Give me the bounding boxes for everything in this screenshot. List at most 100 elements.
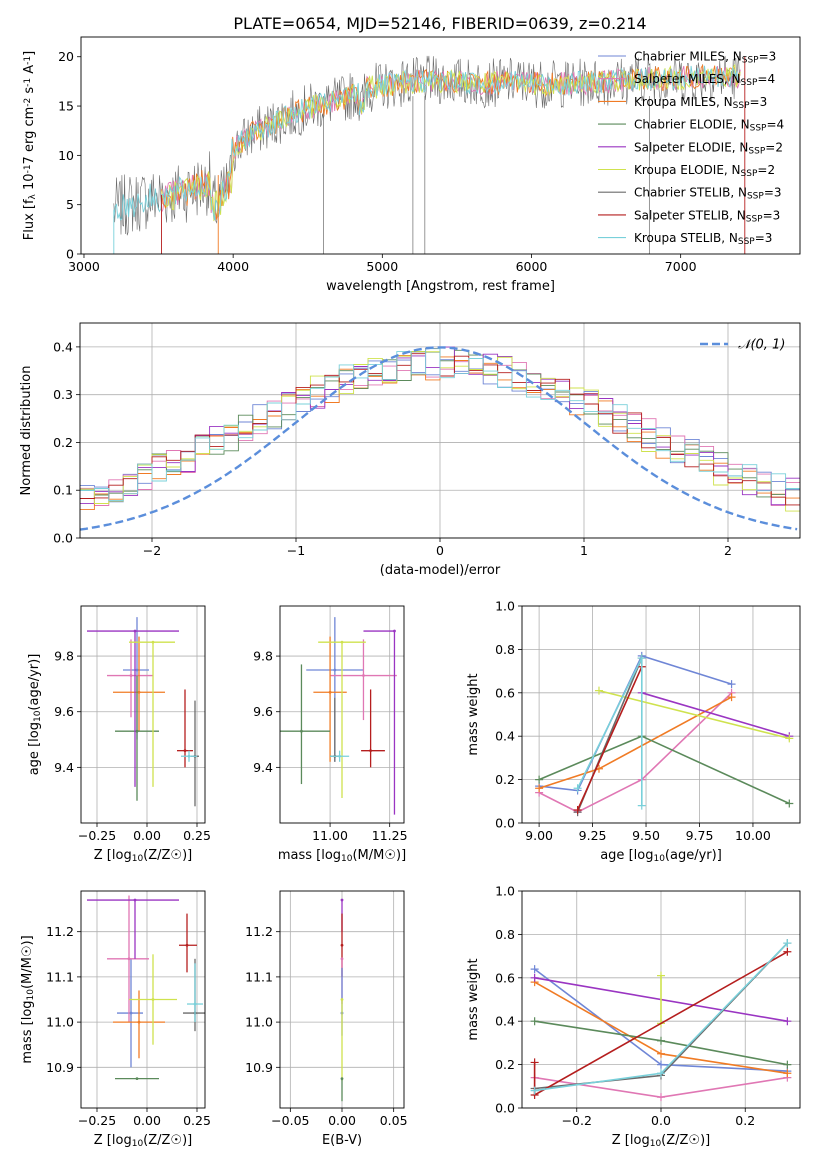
label-fragment: SSP xyxy=(741,78,758,88)
weight-vs-Z-xtick-label: −0.2 xyxy=(562,1113,592,1128)
label-fragment: mass weight xyxy=(466,958,481,1040)
age-vs-mass-ytick-label: 9.4 xyxy=(253,760,273,775)
label-fragment: ] xyxy=(22,51,37,56)
point-kroupa-miles xyxy=(137,690,141,694)
label-fragment: =2 xyxy=(757,163,775,177)
label-fragment: SSP xyxy=(748,147,765,157)
label-fragment: (age/yr)] xyxy=(27,654,42,711)
spectrum-xtick-label: 5000 xyxy=(366,259,398,274)
point-kroupa-stelib xyxy=(193,1002,197,1006)
label-fragment: mass [ xyxy=(20,1020,35,1063)
label-fragment: 10 xyxy=(341,854,353,864)
age-vs-Z-ylabel: age [log10(age/yr)] xyxy=(27,654,43,776)
weight-vs-age-axes: 9.00 9.25 9.50 9.75 10.00 0.0 0.2 0.4 0.6 0.8 1.0 a… xyxy=(466,599,801,864)
age-vs-Z-ytick-label: 9.8 xyxy=(54,649,74,664)
age-vs-Z-xtick-label: 0.00 xyxy=(133,828,161,843)
legend-label-kroupa-elodie: Kroupa ELODIE, NSSP=2 xyxy=(634,163,775,179)
mass-vs-EBV-ytick-label: 11.2 xyxy=(245,924,273,939)
spectrum-ytick-label: 20 xyxy=(58,49,74,64)
age-vs-Z-ytick-label: 9.6 xyxy=(54,704,74,719)
mass-vs-EBV-ytick-label: 10.9 xyxy=(245,1060,273,1075)
mass-vs-Z-ytick-label: 11.0 xyxy=(46,1015,74,1030)
spectrum-xlabel: wavelength [Angstrom, rest frame] xyxy=(326,279,555,294)
weight-marker-salpeter-elodie xyxy=(530,973,539,982)
weight-vs-Z-ytick-label: 1.0 xyxy=(495,884,515,899)
label-fragment: Z [ xyxy=(612,1133,630,1148)
residuals-frame xyxy=(79,322,801,539)
label-fragment: Kroupa ELODIE, N xyxy=(634,163,741,177)
weight-line-salpeter-miles xyxy=(538,692,733,813)
label-fragment: age [ xyxy=(600,848,633,863)
mass-vs-EBV-xtick-label: 0.05 xyxy=(380,1113,408,1128)
mass-vs-EBV-xtick-label: −0.05 xyxy=(271,1113,309,1128)
residuals-axes: −2 −1 0 1 2 0.0 0.1 0.2 0.3 0.4 (data-model)/error… xyxy=(19,322,801,578)
point-kroupa-elodie xyxy=(151,998,155,1001)
point-chabrier-miles xyxy=(129,1011,133,1015)
residuals-ytick-label: 0.4 xyxy=(53,339,73,354)
spectrum-ylabel: Flux [fλ 10-17 erg cm-2 s-1 A-1] xyxy=(22,51,38,241)
mass-vs-Z-plot-area xyxy=(81,891,205,1108)
weight-vs-Z-frame xyxy=(521,890,801,1109)
label-fragment: SSP xyxy=(741,169,758,179)
label-fragment: (Z/Z☉)] xyxy=(661,1133,710,1148)
legend-label-chabrier-stelib: Chabrier STELIB, NSSP=3 xyxy=(634,186,782,202)
label-fragment: SSP xyxy=(738,237,755,247)
label-fragment: s xyxy=(22,87,37,98)
weight-vs-age-frame xyxy=(521,605,801,824)
legend-label-salpeter-elodie: Salpeter ELODIE, NSSP=2 xyxy=(634,140,783,156)
point-chabrier-miles xyxy=(333,668,337,672)
mass-vs-Z-xtick-label: 0.25 xyxy=(183,1113,211,1128)
weight-marker-kroupa-elodie xyxy=(657,971,665,980)
weight-vs-Z-plot-area xyxy=(522,891,800,1108)
label-fragment: -1 xyxy=(23,56,33,65)
label-fragment: 10 xyxy=(653,854,665,864)
point-chabrier-elodie xyxy=(300,729,303,733)
weight-vs-Z-ytick-label: 0.0 xyxy=(495,1101,515,1116)
label-fragment: Kroupa MILES, N xyxy=(634,95,733,109)
label-fragment: 10 xyxy=(132,854,144,864)
label-fragment: =3 xyxy=(755,231,773,245)
weight-marker-kroupa-stelib xyxy=(657,1069,665,1078)
label-fragment: log xyxy=(20,1000,35,1020)
point-salpeter-elodie xyxy=(133,898,137,902)
label-fragment: Normed distribution xyxy=(19,366,34,496)
mass-vs-EBV-plot-area xyxy=(280,891,404,1108)
label-fragment: Flux [f xyxy=(22,199,37,240)
weight-marker-salpeter-miles xyxy=(657,1093,665,1102)
age-vs-Z-ytick-label: 9.4 xyxy=(54,760,74,775)
label-fragment: Salpeter ELODIE, N xyxy=(634,140,748,154)
weight-vs-Z-xtick-label: 0.2 xyxy=(735,1113,755,1128)
weight-vs-Z-axes: −0.2 0.0 0.2 0.0 0.2 0.4 0.6 0.8 1.0 Z [log10(Z/Z… xyxy=(466,884,801,1149)
weight-marker-kroupa-miles xyxy=(535,784,544,793)
weight-marker-chabrier-elodie xyxy=(783,1060,792,1069)
age-vs-mass-axes: 11.00 11.25 9.4 9.6 9.8 mass [log10(M/M☉)] xyxy=(253,605,408,864)
point-chabrier-elodie xyxy=(135,729,139,733)
label-fragment: (data-model)/error xyxy=(380,563,501,578)
weight-marker-kroupa-miles xyxy=(657,1049,665,1058)
figure-title: PLATE=0654, MJD=52146, FIBERID=0639, z=0… xyxy=(233,14,646,33)
label-fragment: log xyxy=(112,848,132,863)
label-fragment: Salpeter STELIB, N xyxy=(634,208,746,222)
label-fragment: (M/M☉)] xyxy=(20,935,35,989)
weight-vs-Z-ylabel: mass weight xyxy=(466,958,481,1040)
label-fragment: λ xyxy=(28,193,38,199)
weight-marker-chabrier-elodie xyxy=(530,1017,539,1026)
age-vs-Z-frame xyxy=(80,605,206,824)
spectrum-xtick-label: 6000 xyxy=(516,259,548,274)
label-fragment: -1 xyxy=(23,78,33,87)
point-chabrier-miles xyxy=(135,668,139,672)
label-fragment: 10 xyxy=(650,1139,662,1149)
label-fragment: mass [ xyxy=(278,848,321,863)
label-fragment: =3 xyxy=(763,208,781,222)
label-fragment: Z [ xyxy=(94,1133,112,1148)
age-vs-mass-ytick-label: 9.6 xyxy=(253,704,273,719)
point-kroupa-elodie xyxy=(151,640,155,644)
weight-marker-kroupa-stelib xyxy=(573,784,582,793)
weight-vs-Z-ytick-label: 0.8 xyxy=(495,927,515,942)
mass-vs-Z-xtick-label: −0.25 xyxy=(78,1113,116,1128)
label-fragment: E(B-V) xyxy=(322,1133,362,1148)
point-kroupa-elodie xyxy=(340,998,344,1001)
label-fragment: =3 xyxy=(750,95,768,109)
